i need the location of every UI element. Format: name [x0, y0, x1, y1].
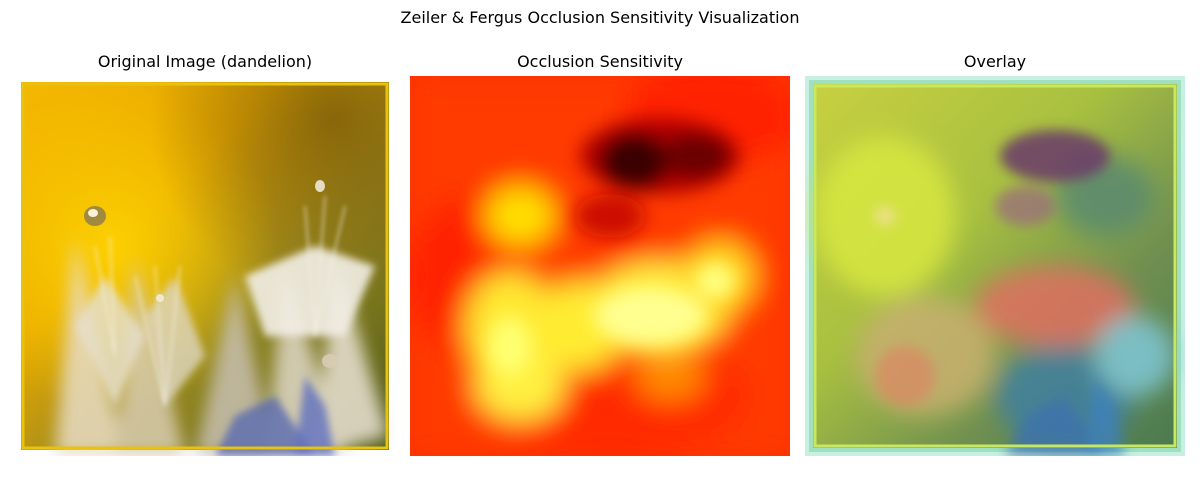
dandelion-photo [15, 76, 395, 456]
overlay-panel [805, 76, 1185, 456]
original-image-panel [15, 76, 395, 456]
overlay-frame [813, 84, 1177, 448]
image-frame [21, 82, 389, 450]
sensitivity-heatmap [410, 76, 790, 456]
panel-title-original: Original Image (dandelion) [97, 52, 313, 71]
figure-title: Zeiler & Fergus Occlusion Sensitivity Vi… [400, 8, 800, 27]
photo-content [21, 82, 389, 456]
occlusion-sensitivity-panel [410, 76, 790, 456]
panel-title-overlay: Overlay [963, 52, 1027, 71]
overlay-image [805, 76, 1185, 456]
droplets [84, 180, 338, 368]
panel-title-sensitivity: Occlusion Sensitivity [517, 52, 683, 71]
